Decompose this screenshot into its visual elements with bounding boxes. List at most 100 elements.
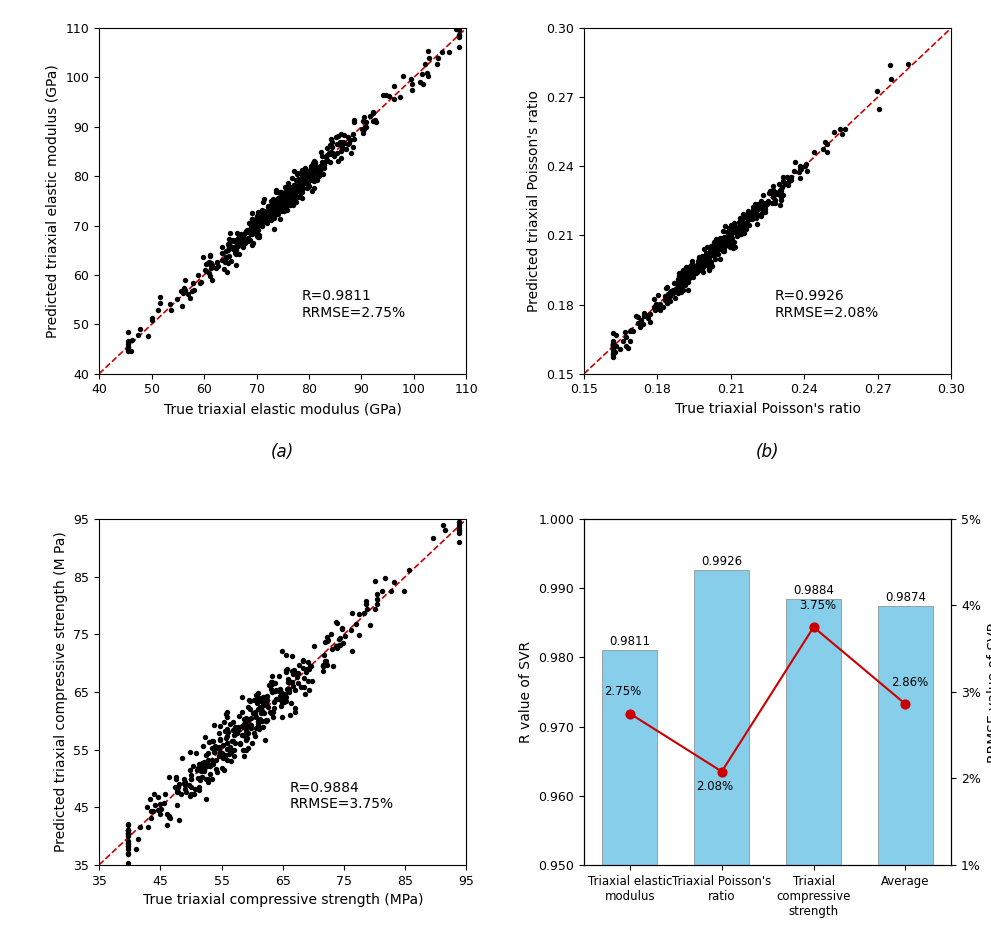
Point	[223, 753, 239, 768]
Point	[201, 255, 217, 270]
Point	[209, 764, 225, 779]
Point	[238, 713, 254, 728]
Point	[386, 92, 402, 107]
Point	[177, 282, 193, 297]
Point	[736, 220, 752, 235]
Point	[214, 746, 230, 761]
Point	[748, 201, 764, 216]
Point	[334, 140, 350, 154]
Point	[199, 756, 215, 771]
Point	[271, 684, 286, 698]
Point	[304, 674, 320, 689]
Point	[351, 607, 367, 622]
Point	[762, 186, 778, 201]
Point	[254, 207, 270, 222]
Point	[699, 258, 715, 272]
Point	[695, 259, 711, 274]
Point	[282, 192, 298, 206]
Point	[757, 195, 773, 210]
Point	[328, 614, 344, 629]
Point	[294, 654, 310, 669]
Point	[241, 232, 257, 247]
Point	[673, 268, 689, 283]
Point	[659, 279, 675, 294]
Point	[182, 772, 198, 787]
Point	[265, 200, 280, 215]
Point	[223, 254, 239, 269]
Point	[225, 232, 241, 247]
Point	[797, 159, 813, 174]
Point	[667, 275, 683, 290]
Point	[201, 735, 217, 750]
Point	[197, 729, 213, 744]
Point	[668, 281, 684, 296]
Point	[258, 208, 274, 223]
Point	[333, 126, 349, 141]
Point	[334, 620, 350, 635]
Point	[606, 336, 621, 351]
Point	[294, 181, 310, 196]
Point	[287, 188, 303, 203]
Point	[258, 210, 274, 225]
Point	[292, 177, 308, 192]
Point	[689, 263, 705, 278]
Point	[678, 274, 694, 289]
Point	[833, 126, 849, 141]
Point	[367, 113, 383, 127]
Point	[300, 683, 316, 698]
Point	[256, 706, 272, 721]
Point	[264, 198, 279, 213]
Point	[659, 289, 675, 304]
Point	[171, 813, 187, 828]
Point	[193, 275, 209, 290]
Point	[121, 822, 137, 837]
Point	[239, 717, 255, 732]
Point	[230, 234, 246, 249]
Point	[699, 246, 715, 261]
Point	[288, 669, 304, 684]
Point	[684, 254, 700, 269]
Point	[324, 146, 340, 161]
Point	[250, 696, 266, 711]
Point	[689, 261, 705, 276]
Point	[340, 137, 356, 152]
Point	[190, 770, 206, 785]
Point	[724, 220, 740, 235]
Text: 2.86%: 2.86%	[892, 675, 929, 688]
Point	[721, 232, 737, 247]
Point	[121, 334, 137, 349]
Point	[711, 247, 726, 262]
Point	[606, 337, 621, 352]
Point	[316, 160, 332, 175]
Point	[192, 275, 208, 290]
Point	[214, 246, 230, 260]
Point	[702, 254, 717, 269]
Point	[183, 780, 199, 795]
Point	[276, 189, 292, 204]
Point	[745, 200, 761, 215]
Point	[121, 829, 137, 844]
Point	[258, 212, 274, 227]
Point	[746, 208, 762, 223]
Point	[261, 208, 276, 223]
Point	[323, 132, 339, 147]
Point	[315, 658, 331, 672]
Point	[160, 817, 175, 832]
Point	[181, 763, 197, 777]
Point	[451, 535, 467, 550]
Point	[121, 822, 137, 837]
Point	[200, 775, 216, 790]
Point	[272, 683, 287, 698]
Point	[167, 779, 183, 794]
Point	[261, 699, 276, 714]
Point	[229, 236, 245, 251]
Point	[317, 653, 333, 668]
Point	[670, 278, 686, 293]
Point	[680, 283, 696, 298]
Point	[303, 166, 319, 181]
Point	[248, 224, 264, 239]
Point	[247, 212, 263, 227]
Point	[738, 209, 754, 224]
Point	[414, 77, 430, 92]
Point	[202, 248, 218, 263]
